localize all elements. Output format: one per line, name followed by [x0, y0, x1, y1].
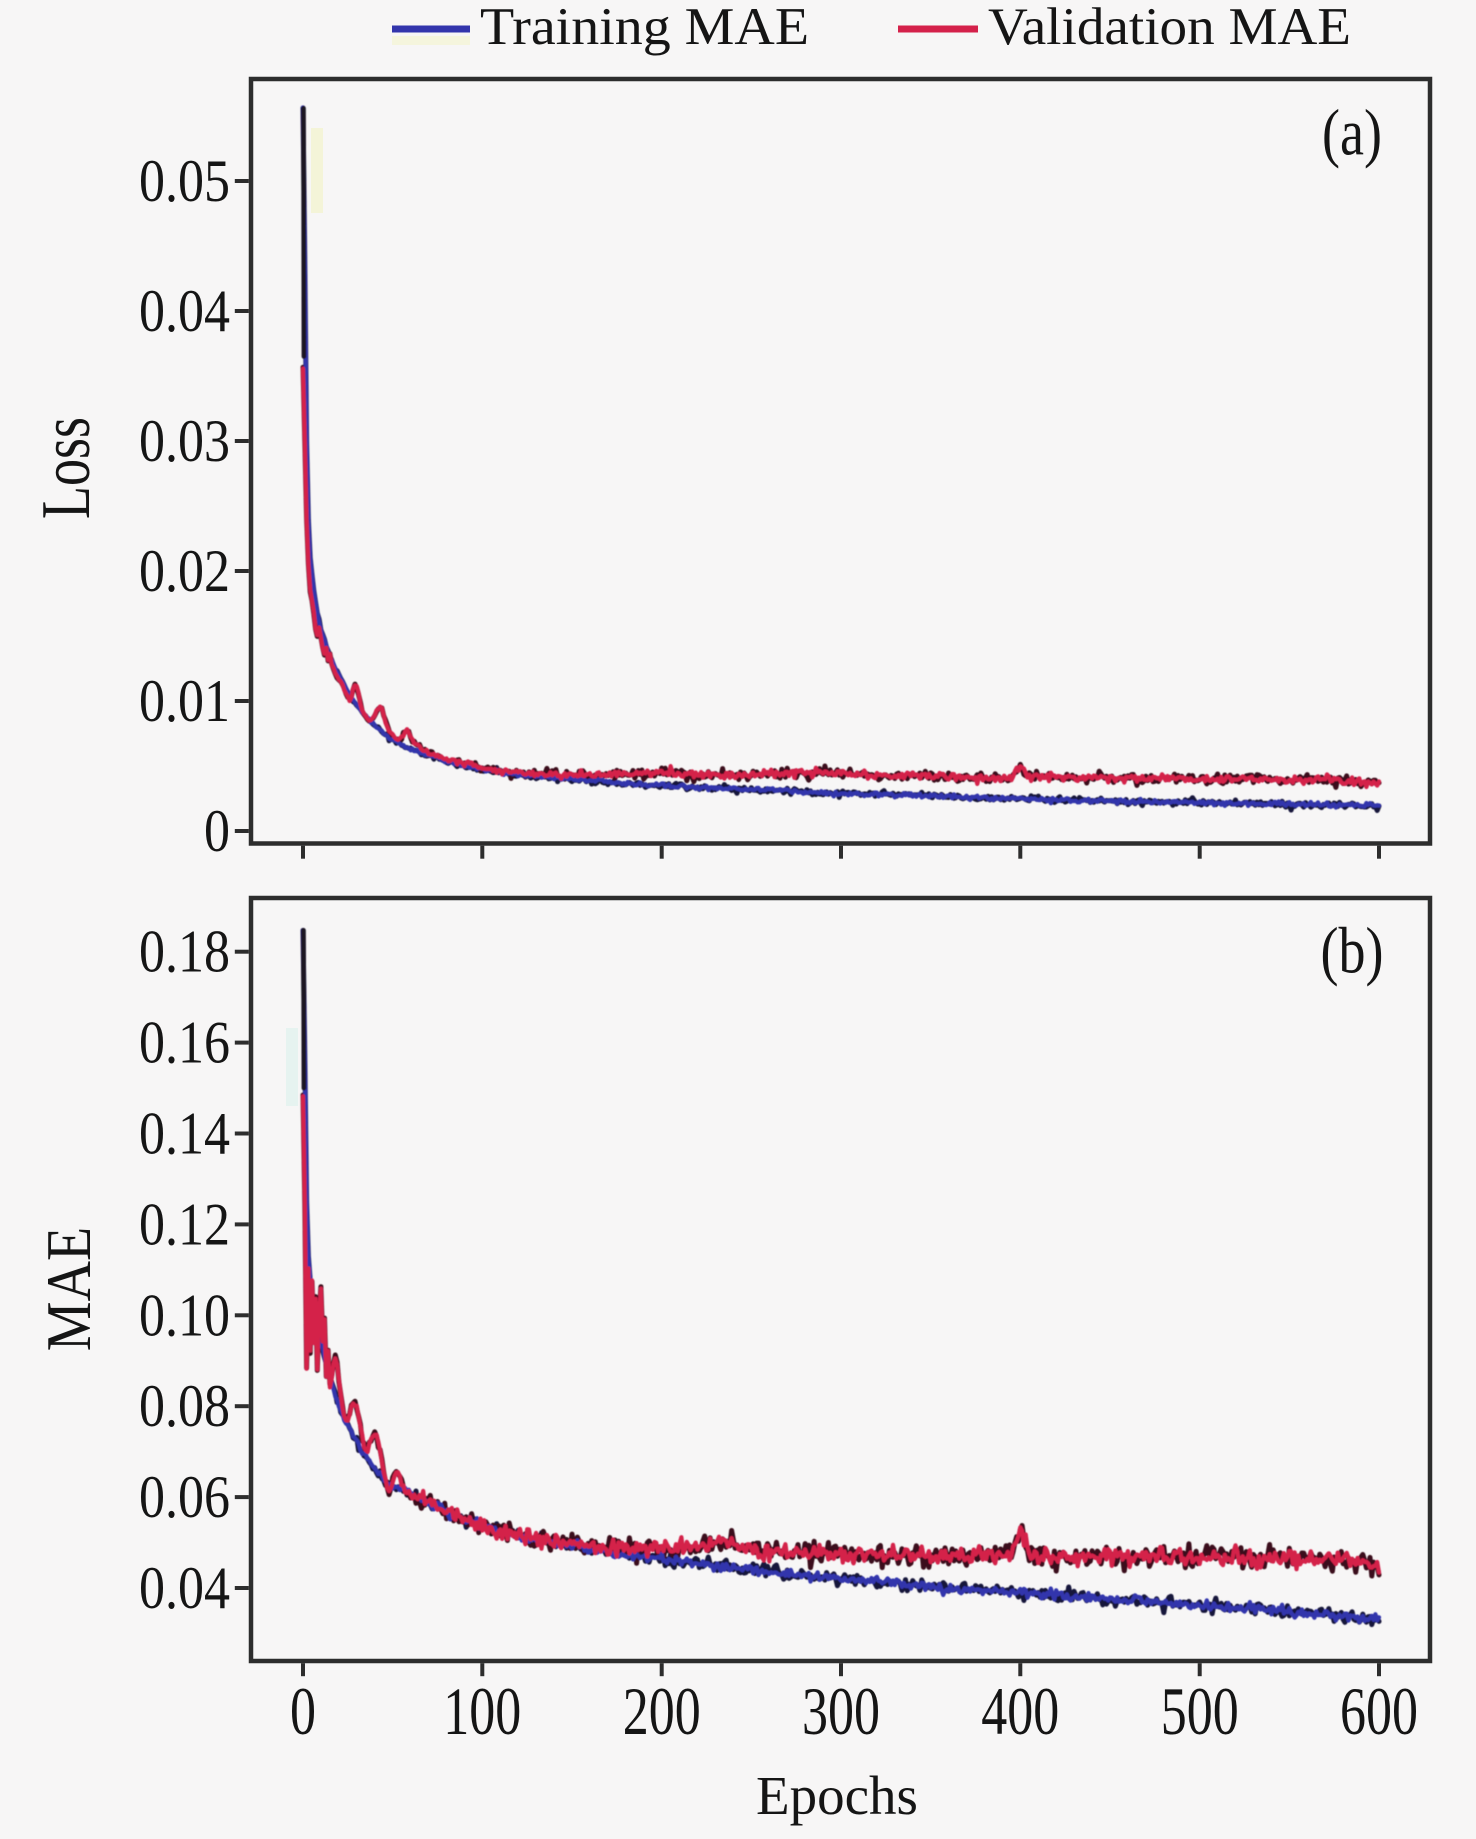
svg-text:0.18: 0.18 [139, 919, 230, 985]
svg-text:100: 100 [443, 1675, 521, 1750]
svg-text:0.08: 0.08 [139, 1374, 230, 1440]
svg-text:300: 300 [802, 1675, 880, 1750]
svg-text:400: 400 [981, 1675, 1059, 1750]
svg-text:200: 200 [623, 1675, 701, 1750]
svg-text:0.16: 0.16 [139, 1010, 230, 1076]
svg-text:0.14: 0.14 [139, 1101, 230, 1167]
svg-text:0: 0 [290, 1675, 316, 1750]
svg-text:Training MAE: Training MAE [480, 0, 809, 56]
svg-text:0.10: 0.10 [139, 1283, 230, 1349]
svg-text:Validation MAE: Validation MAE [988, 0, 1351, 56]
svg-text:MAE: MAE [34, 1227, 104, 1351]
svg-text:0.05: 0.05 [139, 148, 230, 214]
svg-text:0.04: 0.04 [139, 278, 230, 344]
svg-text:Epochs: Epochs [756, 1765, 918, 1826]
svg-text:0.06: 0.06 [139, 1465, 230, 1531]
svg-text:Loss: Loss [26, 417, 104, 519]
svg-text:500: 500 [1161, 1675, 1239, 1750]
svg-text:0.03: 0.03 [139, 408, 230, 474]
svg-text:600: 600 [1340, 1675, 1418, 1750]
svg-text:(b): (b) [1321, 915, 1384, 987]
svg-text:0.12: 0.12 [139, 1192, 230, 1258]
svg-text:0.04: 0.04 [139, 1555, 230, 1621]
svg-text:0: 0 [204, 798, 230, 864]
svg-text:0.01: 0.01 [139, 668, 230, 734]
svg-text:(a): (a) [1322, 97, 1382, 169]
svg-text:0.02: 0.02 [139, 538, 230, 604]
